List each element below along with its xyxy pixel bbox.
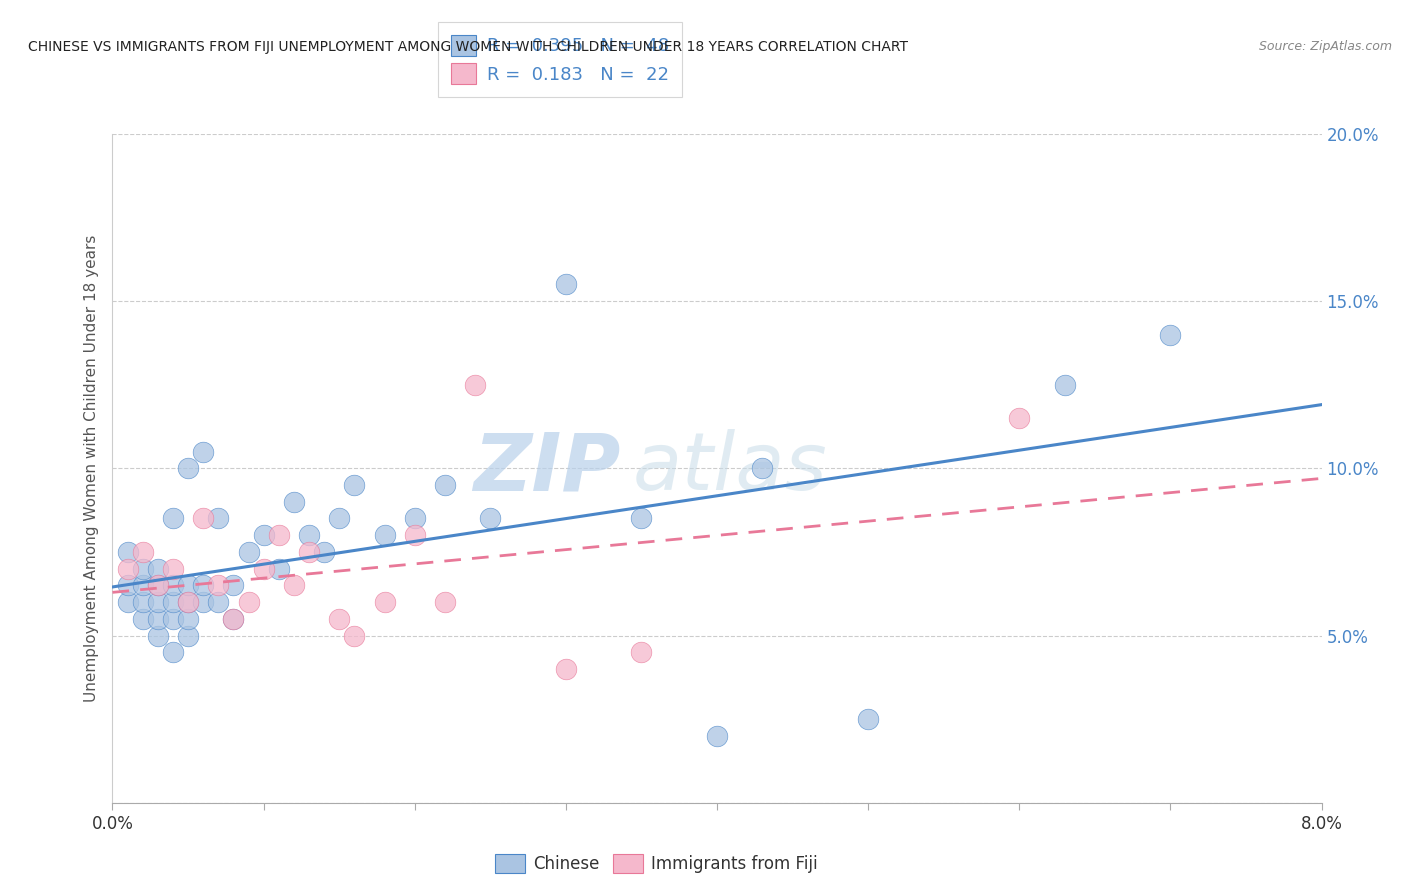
Point xyxy=(146,628,169,642)
Point xyxy=(298,545,321,559)
Y-axis label: Unemployment Among Women with Children Under 18 years: Unemployment Among Women with Children U… xyxy=(83,235,98,702)
Point xyxy=(177,612,200,626)
Point xyxy=(132,595,155,609)
Point xyxy=(132,562,155,576)
Point xyxy=(343,478,366,492)
Point xyxy=(117,578,139,592)
Point xyxy=(162,595,184,609)
Point xyxy=(191,595,215,609)
Point xyxy=(856,712,880,726)
Point xyxy=(630,645,652,659)
Text: CHINESE VS IMMIGRANTS FROM FIJI UNEMPLOYMENT AMONG WOMEN WITH CHILDREN UNDER 18 : CHINESE VS IMMIGRANTS FROM FIJI UNEMPLOY… xyxy=(28,40,908,54)
Point xyxy=(191,578,215,592)
Point xyxy=(373,595,396,609)
Point xyxy=(238,545,260,559)
Point xyxy=(177,628,200,642)
Point xyxy=(751,461,773,475)
Point xyxy=(706,729,728,743)
Point xyxy=(343,628,366,642)
Point xyxy=(207,578,229,592)
Point xyxy=(554,277,576,292)
Point xyxy=(146,595,169,609)
Point xyxy=(162,645,184,659)
Point xyxy=(312,545,335,559)
Point xyxy=(433,478,456,492)
Legend: Chinese, Immigrants from Fiji: Chinese, Immigrants from Fiji xyxy=(486,846,827,881)
Point xyxy=(253,528,276,542)
Point xyxy=(117,562,139,576)
Point xyxy=(328,511,350,525)
Point xyxy=(283,494,305,508)
Point xyxy=(207,511,229,525)
Point xyxy=(162,578,184,592)
Text: atlas: atlas xyxy=(633,429,827,508)
Point xyxy=(146,578,169,592)
Point xyxy=(132,612,155,626)
Point xyxy=(1008,411,1031,425)
Point xyxy=(191,511,215,525)
Point xyxy=(222,578,245,592)
Point xyxy=(373,528,396,542)
Point xyxy=(177,595,200,609)
Point xyxy=(1159,327,1181,342)
Point xyxy=(298,528,321,542)
Point xyxy=(117,545,139,559)
Point xyxy=(146,562,169,576)
Point xyxy=(253,562,276,576)
Point xyxy=(267,562,290,576)
Point xyxy=(117,595,139,609)
Point xyxy=(132,578,155,592)
Point xyxy=(177,595,200,609)
Point xyxy=(630,511,652,525)
Point xyxy=(162,562,184,576)
Point xyxy=(404,511,426,525)
Point xyxy=(404,528,426,542)
Point xyxy=(177,461,200,475)
Point xyxy=(464,377,486,392)
Point xyxy=(433,595,456,609)
Point xyxy=(207,595,229,609)
Point xyxy=(222,612,245,626)
Point xyxy=(222,612,245,626)
Point xyxy=(267,528,290,542)
Point xyxy=(162,511,184,525)
Point xyxy=(328,612,350,626)
Text: Source: ZipAtlas.com: Source: ZipAtlas.com xyxy=(1258,40,1392,54)
Point xyxy=(177,578,200,592)
Point xyxy=(554,662,576,676)
Text: ZIP: ZIP xyxy=(472,429,620,508)
Point xyxy=(146,578,169,592)
Point xyxy=(479,511,502,525)
Point xyxy=(283,578,305,592)
Point xyxy=(191,444,215,458)
Point xyxy=(162,612,184,626)
Point xyxy=(146,612,169,626)
Point xyxy=(238,595,260,609)
Point xyxy=(132,545,155,559)
Point xyxy=(1053,377,1076,392)
